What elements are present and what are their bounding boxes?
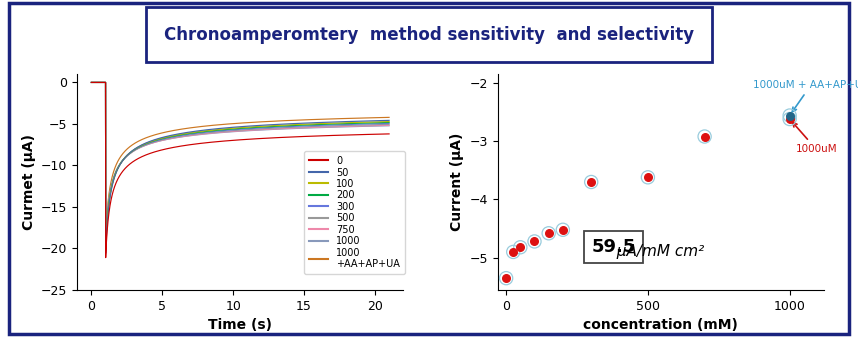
Point — [584, 179, 598, 185]
Point — [641, 175, 655, 180]
X-axis label: Time (s): Time (s) — [208, 318, 272, 332]
Point — [641, 175, 655, 180]
Point — [499, 275, 513, 281]
Point — [584, 179, 598, 185]
Text: μA/mM cm²: μA/mM cm² — [607, 244, 704, 259]
Point — [782, 113, 796, 118]
Point — [541, 231, 555, 236]
Text: 1000uM + AA+AP+UA: 1000uM + AA+AP+UA — [752, 80, 858, 112]
Point — [698, 134, 711, 139]
Text: Chronoamperomtery  method sensitivity  and selectivity: Chronoamperomtery method sensitivity and… — [164, 26, 694, 44]
Point — [528, 239, 541, 244]
Legend: 0, 50, 100, 200, 300, 500, 750, 1000, 1000
+AA+AP+UA: 0, 50, 100, 200, 300, 500, 750, 1000, 10… — [304, 151, 405, 274]
Point — [556, 227, 570, 233]
Point — [698, 134, 711, 139]
Text: 1000uM: 1000uM — [793, 123, 837, 154]
Point — [506, 249, 520, 255]
Y-axis label: Current (μA): Current (μA) — [450, 133, 464, 231]
Text: 59.5: 59.5 — [591, 238, 636, 256]
Point — [782, 116, 796, 122]
Point — [513, 245, 527, 250]
FancyBboxPatch shape — [146, 7, 712, 62]
Point — [782, 116, 796, 122]
Point — [499, 275, 513, 281]
Point — [541, 231, 555, 236]
X-axis label: concentration (mM): concentration (mM) — [583, 318, 738, 332]
Point — [513, 245, 527, 250]
Point — [782, 113, 796, 118]
Y-axis label: Curmet (μA): Curmet (μA) — [21, 134, 35, 230]
Point — [556, 227, 570, 233]
Point — [506, 249, 520, 255]
Point — [528, 239, 541, 244]
